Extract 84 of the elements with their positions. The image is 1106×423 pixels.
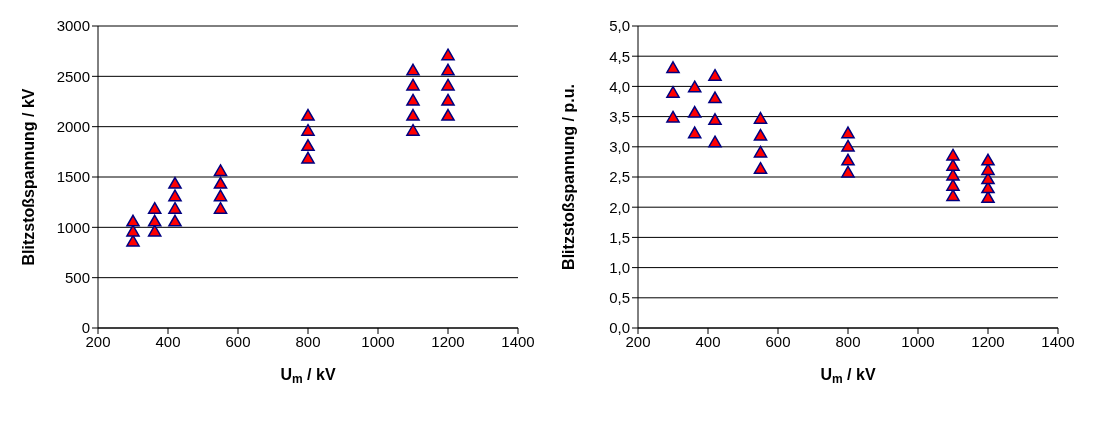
x-tick-label: 1000 [901, 332, 935, 350]
point [168, 214, 182, 227]
y-tick-label: 1,0 [609, 258, 630, 276]
y-tick-label: 3,0 [609, 138, 630, 156]
x-tick-label: 1400 [501, 332, 535, 350]
point [753, 128, 768, 141]
point [946, 178, 960, 191]
x-axis-title: U$_{m}$ / kV [820, 366, 876, 386]
point [441, 93, 455, 106]
point [841, 153, 855, 166]
y-tick-label: 2000 [56, 117, 90, 135]
point [441, 108, 455, 121]
point [147, 214, 162, 227]
point [126, 224, 140, 237]
point [441, 48, 455, 61]
point [168, 189, 182, 202]
x-tick-label: 1200 [971, 332, 1005, 350]
point [687, 105, 702, 118]
x-tick-label: 1000 [361, 332, 395, 350]
point [301, 123, 315, 136]
point [441, 63, 455, 76]
point [841, 165, 855, 178]
y-tick-label: 3,5 [609, 107, 630, 125]
point [841, 126, 855, 139]
point [708, 91, 722, 104]
point [946, 158, 960, 171]
point [666, 85, 680, 98]
y-tick-label: 4,5 [609, 47, 630, 65]
point [213, 164, 228, 177]
x-tick-label: 800 [835, 332, 861, 350]
point [126, 214, 140, 227]
point [946, 189, 960, 202]
point [753, 145, 768, 158]
x-tick-label: 400 [695, 332, 721, 350]
y-tick-label: 0,5 [609, 289, 630, 307]
point [946, 148, 960, 161]
point [441, 78, 455, 91]
point [301, 108, 315, 121]
point [168, 176, 182, 189]
y-axis-title: Blitzstoßspannung / kV [20, 88, 37, 266]
point [147, 224, 162, 237]
x-tick-label: 800 [295, 332, 321, 350]
point [147, 201, 162, 214]
point [708, 135, 722, 148]
y-axis-title: Blitzstoßspannung / p.u. [560, 84, 577, 270]
point [213, 176, 228, 189]
x-tick-label: 400 [155, 332, 181, 350]
y-tick-label: 2500 [56, 67, 90, 85]
point [708, 113, 722, 126]
y-tick-label: 3000 [56, 17, 90, 35]
y-tick-label: 5,0 [609, 17, 630, 35]
x-tick-label: 1200 [431, 332, 465, 350]
point [406, 78, 420, 91]
point [981, 153, 995, 166]
point [301, 151, 315, 164]
x-tick-label: 600 [225, 332, 251, 350]
point [168, 201, 182, 214]
x-tick-label: 1400 [1041, 332, 1075, 350]
point [406, 93, 420, 106]
point [126, 234, 140, 247]
point [841, 139, 855, 152]
y-tick-label: 2,0 [609, 198, 630, 216]
point [687, 126, 702, 139]
point [687, 80, 702, 93]
point [301, 139, 315, 152]
point [753, 161, 768, 175]
y-tick-label: 4,0 [609, 77, 630, 95]
point [406, 63, 420, 76]
x-tick-label: 600 [765, 332, 791, 350]
point [666, 61, 680, 74]
x-axis-title: U$_{m}$ / kV [280, 366, 336, 386]
y-tick-label: 1,5 [609, 228, 630, 246]
point [213, 201, 228, 214]
point [708, 68, 722, 81]
point [753, 111, 768, 124]
y-tick-label: 2,5 [609, 168, 630, 186]
point [406, 108, 420, 121]
y-tick-label: 1500 [56, 168, 90, 186]
y-tick-label: 1000 [56, 218, 90, 236]
point [981, 163, 995, 176]
point [666, 110, 680, 123]
y-tick-label: 500 [64, 268, 90, 286]
point [406, 123, 420, 136]
point [213, 189, 228, 202]
